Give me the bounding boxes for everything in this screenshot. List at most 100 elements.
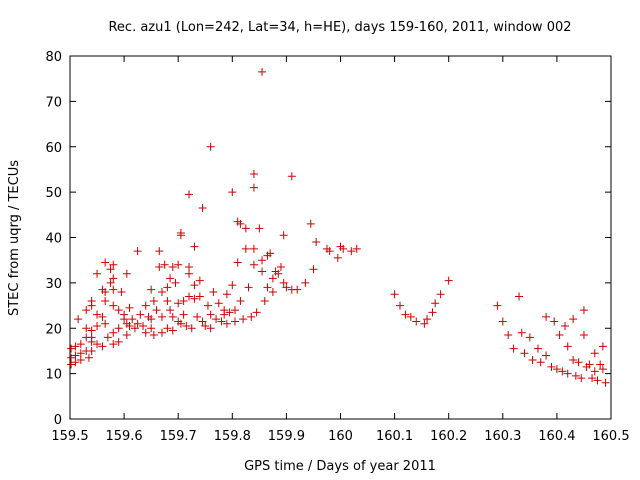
data-point xyxy=(168,312,177,321)
data-point xyxy=(579,331,588,340)
data-point xyxy=(268,274,277,283)
data-point xyxy=(185,262,194,271)
data-point xyxy=(93,310,102,319)
data-point xyxy=(569,315,578,324)
data-point xyxy=(301,278,310,287)
data-point xyxy=(533,344,542,353)
data-point xyxy=(282,283,291,292)
data-point xyxy=(101,297,110,306)
data-point xyxy=(406,312,415,321)
data-point xyxy=(325,247,334,256)
data-point xyxy=(109,260,118,269)
y-axis-ticks: 0 10 20 30 40 50 60 70 80 xyxy=(45,50,611,428)
data-point xyxy=(249,244,258,253)
data-point xyxy=(155,247,164,256)
data-point xyxy=(203,301,212,310)
data-point xyxy=(133,319,142,328)
data-point xyxy=(212,315,221,324)
data-point xyxy=(601,378,610,387)
data-point xyxy=(163,324,172,333)
data-point xyxy=(185,292,194,301)
data-point xyxy=(103,333,112,342)
data-point xyxy=(279,278,288,287)
data-point xyxy=(423,315,432,324)
data-point xyxy=(67,344,76,353)
data-point xyxy=(101,287,110,296)
data-point xyxy=(114,306,123,315)
data-point xyxy=(152,306,161,315)
data-point xyxy=(74,315,83,324)
data-point xyxy=(588,374,597,383)
data-point xyxy=(498,317,507,326)
y-tick-label: 80 xyxy=(45,50,62,65)
data-point xyxy=(274,269,283,278)
data-point xyxy=(590,367,599,376)
data-point xyxy=(114,337,123,346)
x-tick-label: 160.2 xyxy=(430,429,467,444)
data-point xyxy=(76,340,85,349)
data-point xyxy=(339,244,348,253)
data-point xyxy=(93,340,102,349)
data-point xyxy=(109,274,118,283)
data-point xyxy=(185,269,194,278)
data-point xyxy=(109,285,118,294)
x-tick-label: 159.6 xyxy=(105,429,142,444)
data-point xyxy=(136,310,145,319)
data-point xyxy=(225,308,234,317)
data-point xyxy=(71,358,80,367)
data-point xyxy=(187,324,196,333)
data-point xyxy=(525,333,534,342)
x-tick-label: 159.8 xyxy=(214,429,251,444)
data-point xyxy=(293,285,302,294)
data-point xyxy=(217,317,226,326)
data-point xyxy=(195,276,204,285)
data-point xyxy=(71,342,80,351)
data-point xyxy=(147,324,156,333)
data-point xyxy=(109,340,118,349)
data-point xyxy=(122,269,131,278)
y-tick-label: 70 xyxy=(45,95,62,110)
data-point xyxy=(555,331,564,340)
data-point xyxy=(252,308,261,317)
data-point xyxy=(249,169,258,178)
data-point xyxy=(552,365,561,374)
data-point xyxy=(98,342,107,351)
data-point xyxy=(98,312,107,321)
data-point xyxy=(195,292,204,301)
y-tick-label: 60 xyxy=(45,141,62,156)
data-point xyxy=(82,306,91,315)
data-point xyxy=(561,321,570,330)
data-point xyxy=(241,224,250,233)
data-point xyxy=(190,242,199,251)
data-point xyxy=(67,353,76,362)
data-point xyxy=(515,292,524,301)
data-point xyxy=(260,297,269,306)
data-point xyxy=(244,283,253,292)
data-point xyxy=(241,244,250,253)
data-point xyxy=(228,281,237,290)
data-point xyxy=(255,224,264,233)
data-point xyxy=(569,356,578,365)
data-point xyxy=(214,299,223,308)
data-point xyxy=(231,306,240,315)
data-point xyxy=(87,326,96,335)
data-point xyxy=(122,331,131,340)
data-point xyxy=(141,328,150,337)
data-point xyxy=(179,310,188,319)
data-point xyxy=(220,310,229,319)
data-point xyxy=(149,331,158,340)
data-point xyxy=(71,351,80,360)
data-point xyxy=(147,285,156,294)
data-point xyxy=(106,278,115,287)
data-point xyxy=(176,319,185,328)
data-point xyxy=(249,260,258,269)
data-point xyxy=(157,287,166,296)
data-point xyxy=(542,312,551,321)
x-tick-label: 160.3 xyxy=(484,429,521,444)
data-point xyxy=(139,321,148,330)
chart-title: Rec. azu1 (Lon=242, Lat=34, h=HE), days … xyxy=(108,20,571,35)
data-point xyxy=(101,258,110,267)
data-point xyxy=(141,301,150,310)
data-point xyxy=(157,328,166,337)
x-axis-label: GPS time / Days of year 2011 xyxy=(244,459,436,474)
